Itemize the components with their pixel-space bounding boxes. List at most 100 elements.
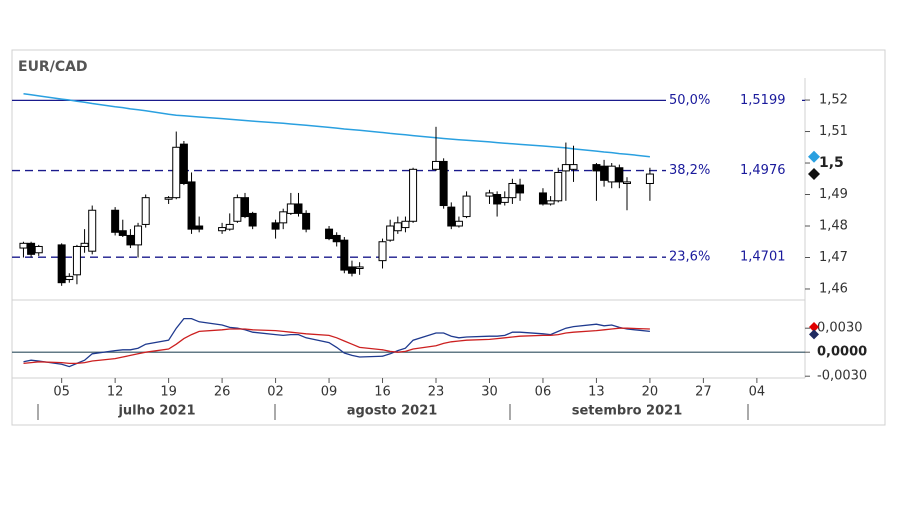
candle-body bbox=[233, 197, 242, 222]
indicator-line bbox=[23, 317, 650, 368]
candle-body bbox=[622, 181, 631, 184]
candle-body bbox=[172, 146, 181, 199]
candle-body bbox=[241, 197, 250, 218]
candle-body bbox=[141, 197, 150, 225]
candle-body bbox=[508, 182, 517, 199]
candle-body bbox=[447, 206, 456, 227]
y-tick-label: 1,48 bbox=[819, 219, 848, 234]
candle-body bbox=[500, 197, 509, 203]
candle-body bbox=[118, 230, 127, 236]
candle-body bbox=[195, 225, 204, 230]
candle-body bbox=[34, 245, 43, 254]
x-tick-label: 19 bbox=[160, 385, 177, 400]
candle-body bbox=[88, 209, 97, 252]
last-close-marker bbox=[808, 168, 820, 181]
candle-body bbox=[615, 167, 624, 183]
y-tick-label: 0,0000 bbox=[817, 345, 867, 360]
last-value-marker bbox=[809, 322, 819, 332]
candle-body bbox=[355, 266, 364, 270]
candle-body bbox=[454, 220, 463, 227]
candle-body bbox=[592, 164, 601, 172]
x-tick-label: 27 bbox=[695, 385, 712, 400]
candle-body bbox=[401, 220, 410, 229]
level-label-bg bbox=[666, 162, 802, 179]
y-tick-label: 1,47 bbox=[819, 250, 848, 265]
candle-body bbox=[179, 143, 188, 184]
candle-body bbox=[332, 234, 341, 243]
x-tick-label: 04 bbox=[749, 385, 766, 400]
y-tick-label: 1,46 bbox=[819, 281, 848, 296]
candle-body bbox=[302, 212, 311, 230]
candle-body bbox=[516, 184, 525, 194]
candle-body bbox=[19, 242, 28, 249]
y-tick-label: 1,5 bbox=[819, 155, 844, 171]
candle-body bbox=[493, 194, 502, 205]
candle-body bbox=[218, 227, 227, 232]
candle-body bbox=[325, 228, 334, 240]
candle-body bbox=[607, 165, 616, 183]
candle-body bbox=[378, 241, 387, 262]
x-tick-label: 05 bbox=[53, 385, 70, 400]
candle-body bbox=[72, 245, 81, 276]
level-value: 1,4976 bbox=[740, 163, 786, 178]
indicator-line bbox=[23, 327, 650, 365]
candle-body bbox=[409, 168, 418, 222]
level-label-bg bbox=[666, 92, 802, 109]
candle-body bbox=[546, 200, 555, 205]
candle-body bbox=[386, 225, 395, 241]
moving-average bbox=[23, 92, 650, 158]
level-label: 38,2% bbox=[669, 163, 710, 178]
candle-body bbox=[439, 160, 448, 207]
x-tick-label: 23 bbox=[428, 385, 445, 400]
x-tick-label: 12 bbox=[107, 385, 124, 400]
chart-title: EUR/CAD bbox=[18, 59, 88, 75]
candle-body bbox=[554, 171, 563, 202]
candle-body bbox=[271, 222, 280, 230]
candle-body bbox=[347, 266, 356, 274]
level-value: 1,4701 bbox=[740, 250, 786, 265]
x-tick-label: 16 bbox=[374, 385, 391, 400]
y-tick-label: 1,49 bbox=[819, 187, 848, 202]
candle-body bbox=[248, 212, 257, 227]
candle-body bbox=[111, 209, 120, 233]
y-tick-label: 1,51 bbox=[819, 124, 848, 139]
candle-body bbox=[294, 203, 303, 214]
x-tick-label: 02 bbox=[267, 385, 284, 400]
candle-body bbox=[27, 242, 36, 255]
x-tick-label: 09 bbox=[321, 385, 338, 400]
candle-body bbox=[600, 165, 609, 181]
level-label-bg bbox=[666, 249, 802, 266]
candle-body bbox=[569, 164, 578, 170]
candle-body bbox=[561, 164, 570, 172]
y-tick-label: -0,0030 bbox=[817, 369, 867, 384]
candle-body bbox=[126, 234, 135, 246]
month-label: agosto 2021 bbox=[347, 404, 438, 419]
candle-body bbox=[164, 197, 173, 200]
candle-body bbox=[340, 239, 349, 271]
candle-body bbox=[485, 192, 494, 197]
candle-body bbox=[57, 244, 66, 284]
candle-body bbox=[225, 223, 234, 230]
x-tick-label: 30 bbox=[481, 385, 498, 400]
level-value: 1,5199 bbox=[740, 93, 786, 108]
y-tick-label: 0,0030 bbox=[817, 321, 863, 336]
level-label: 23,6% bbox=[669, 250, 710, 265]
candle-body bbox=[80, 242, 89, 247]
x-tick-label: 13 bbox=[588, 385, 605, 400]
candle-body bbox=[134, 225, 143, 246]
candle-body bbox=[286, 203, 295, 214]
y-tick-label: 1,52 bbox=[819, 93, 848, 108]
candle-body bbox=[65, 275, 74, 281]
month-label: setembro 2021 bbox=[572, 404, 683, 419]
candle-body bbox=[187, 181, 196, 230]
x-tick-label: 26 bbox=[214, 385, 231, 400]
x-tick-label: 06 bbox=[535, 385, 552, 400]
last-value-marker bbox=[808, 150, 820, 163]
candle-body bbox=[432, 160, 441, 170]
candle-body bbox=[538, 192, 547, 205]
candle-body bbox=[393, 222, 402, 232]
x-tick-label: 20 bbox=[642, 385, 659, 400]
candle-body bbox=[279, 211, 288, 224]
candle-body bbox=[645, 173, 654, 184]
